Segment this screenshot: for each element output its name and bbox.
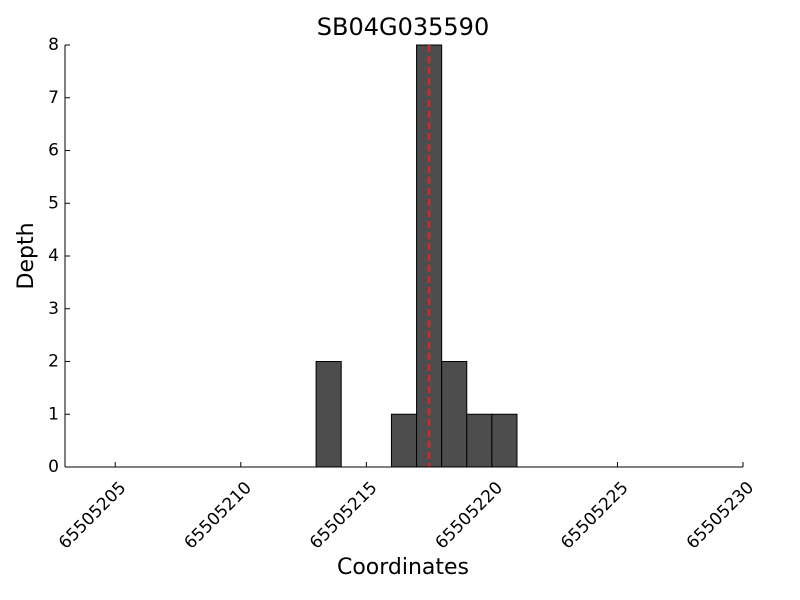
y-tick-label: 0 (48, 457, 59, 477)
x-axis-label: Coordinates (337, 555, 469, 580)
y-tick-label: 6 (48, 141, 59, 161)
bar (491, 413, 518, 468)
bar (466, 413, 493, 468)
y-axis-label: Depth (14, 222, 39, 289)
y-tick-label: 1 (48, 404, 59, 424)
y-tick-label: 4 (48, 246, 59, 266)
y-tick-label: 5 (48, 193, 59, 213)
bar (441, 361, 468, 468)
y-tick-label: 3 (48, 299, 59, 319)
y-tick-label: 8 (48, 35, 59, 55)
y-tick-label: 2 (48, 352, 59, 372)
chart-title: SB04G035590 (317, 13, 489, 41)
bar (390, 413, 418, 468)
y-tick-label: 7 (48, 88, 59, 108)
bar (315, 361, 342, 468)
